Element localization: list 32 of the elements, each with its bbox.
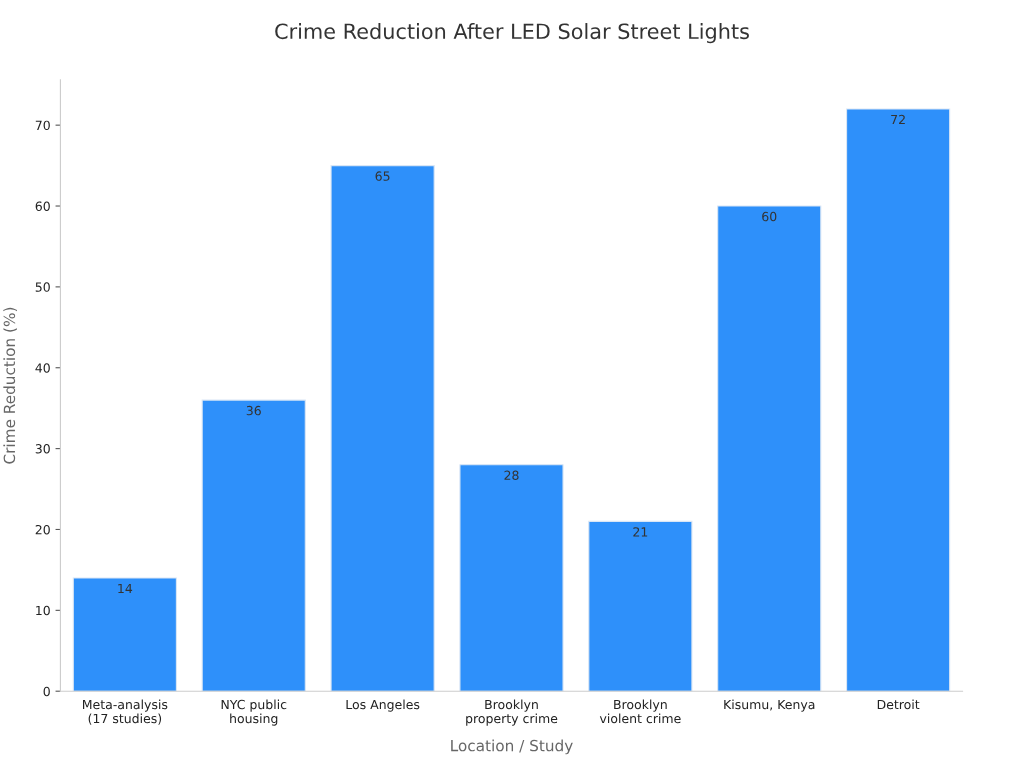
bar — [72, 577, 177, 692]
x-tick-label: Brooklyn violent crime — [599, 699, 681, 724]
data-label: 60 — [762, 211, 777, 222]
y-tick-label: 40 — [35, 363, 50, 373]
bar — [846, 108, 951, 692]
data-label: 14 — [118, 583, 133, 594]
data-label: 65 — [375, 171, 390, 181]
y-axis-title: Crime Reduction (%) — [3, 307, 17, 464]
x-tick-label: Los Angeles — [346, 699, 420, 712]
y-tick-label: 20 — [35, 524, 50, 535]
x-tick-label: Brooklyn property crime — [466, 699, 558, 726]
y-tick-label: 0 — [43, 686, 50, 697]
bar — [588, 520, 693, 692]
x-tick-label: Detroit — [877, 699, 920, 710]
data-label: 36 — [246, 405, 261, 416]
data-label: 72 — [891, 114, 905, 125]
y-tick-label: 30 — [35, 444, 50, 454]
bar — [717, 205, 822, 692]
bar — [459, 464, 564, 692]
bar — [330, 165, 435, 692]
x-tick-label: Meta-analysis (17 studies) — [83, 699, 168, 725]
x-tick-label: Kisumu, Kenya — [724, 699, 815, 712]
data-label: 28 — [504, 470, 519, 481]
data-label: 21 — [633, 527, 648, 537]
y-tick-label: 50 — [35, 282, 50, 292]
y-tick-label: 70 — [35, 120, 50, 131]
y-tick-label: 10 — [36, 605, 50, 616]
y-tick-label: 60 — [35, 201, 50, 211]
x-axis-title: Location / Study — [451, 739, 573, 755]
x-tick-label: NYC public housing — [221, 699, 287, 726]
bar — [201, 399, 306, 692]
chart-title: Crime Reduction After LED Solar Street Lights — [275, 23, 749, 44]
